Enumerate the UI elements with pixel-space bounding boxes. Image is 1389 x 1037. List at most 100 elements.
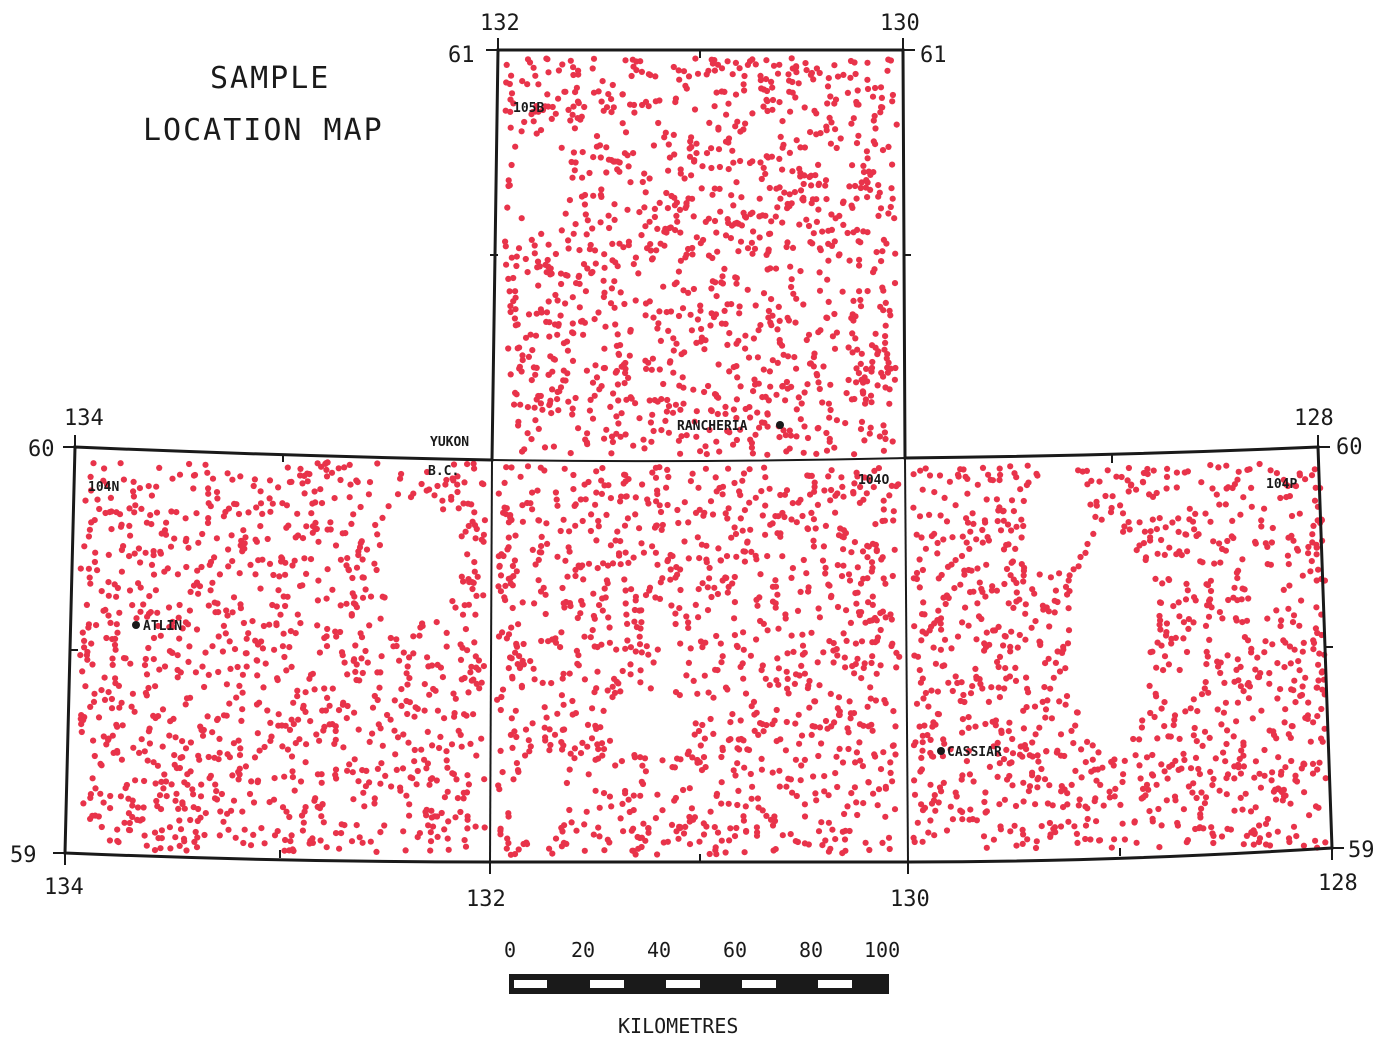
sample-dot: [572, 566, 579, 574]
sample-dot: [804, 472, 811, 479]
sample-dot: [859, 763, 867, 770]
sample-dot: [147, 609, 154, 616]
sample-dot: [1296, 622, 1303, 629]
sample-dot: [335, 465, 342, 472]
sample-dot: [731, 833, 739, 840]
sample-dot: [957, 581, 964, 588]
sample-dot: [767, 319, 774, 326]
sample-dot: [499, 769, 506, 776]
sample-dot: [833, 753, 840, 760]
sample-dot: [863, 177, 870, 184]
sample-dot: [1156, 844, 1163, 851]
sample-dot: [230, 594, 238, 601]
sample-dot: [1313, 551, 1320, 558]
sample-dot: [808, 182, 815, 189]
sample-dot: [337, 602, 344, 609]
sample-dot: [959, 729, 966, 736]
sample-dot: [465, 500, 472, 507]
sample-dot: [157, 632, 164, 639]
sample-dot: [867, 695, 874, 702]
sample-dot: [1227, 826, 1234, 833]
sample-dot: [373, 848, 380, 856]
sample-dot: [873, 637, 881, 644]
sample-dot: [519, 657, 526, 665]
sample-dot: [1143, 754, 1151, 761]
lon-label-130-top: 130: [880, 11, 920, 36]
sample-dot: [575, 67, 582, 74]
sample-dot: [769, 312, 776, 319]
sample-dot: [1050, 674, 1057, 681]
sample-dot: [872, 84, 879, 92]
sample-dot: [628, 72, 635, 80]
sample-dot: [696, 555, 703, 562]
sample-dot: [286, 813, 293, 821]
sample-dot: [715, 146, 723, 153]
sample-dot: [875, 182, 882, 189]
sample-dot: [747, 436, 754, 443]
sample-dot: [663, 408, 671, 415]
sample-dot: [750, 228, 757, 235]
sample-dot: [838, 573, 846, 580]
sample-dot: [795, 394, 802, 401]
sample-dot: [1291, 677, 1298, 684]
scale-tick-60: 60: [723, 938, 747, 962]
sample-dot: [807, 129, 814, 136]
sample-dot: [169, 623, 176, 631]
sample-dot: [702, 639, 709, 646]
sample-dot: [1296, 472, 1303, 479]
sample-dot: [979, 588, 986, 596]
sample-dot: [1106, 788, 1113, 795]
sample-dot: [1161, 653, 1169, 660]
sample-dot: [1256, 770, 1263, 777]
sample-dot: [672, 620, 679, 628]
sample-dot: [353, 564, 361, 571]
sample-dot: [718, 279, 725, 286]
sample-dot: [1286, 493, 1293, 500]
sample-dot: [573, 827, 580, 834]
sample-dot: [852, 759, 859, 766]
sample-dot: [970, 778, 977, 785]
sample-dot: [1207, 768, 1214, 776]
sample-dot: [434, 833, 441, 841]
sample-dot: [458, 743, 465, 750]
sample-dot: [340, 744, 347, 751]
sample-dot: [1013, 523, 1020, 530]
sample-dot: [153, 483, 160, 490]
sample-dot: [916, 584, 923, 591]
sample-dot: [675, 519, 682, 527]
sample-dot: [605, 212, 612, 219]
sample-dot: [1012, 802, 1020, 810]
sample-dot: [1231, 763, 1238, 770]
sample-dot: [275, 484, 282, 491]
sample-dot: [1031, 703, 1039, 710]
sample-dot: [1022, 601, 1029, 608]
sample-dot: [1223, 740, 1230, 748]
sample-dot: [813, 797, 820, 804]
sample-dot: [882, 333, 889, 340]
sample-dot: [307, 556, 315, 563]
sample-dot: [577, 610, 584, 617]
sample-dot: [266, 495, 273, 502]
sample-dot: [1194, 708, 1201, 715]
sample-dot: [1112, 785, 1119, 793]
sample-dot: [329, 685, 336, 692]
sample-dot: [524, 269, 531, 276]
sample-dot: [1138, 724, 1145, 731]
sample-dot: [126, 819, 133, 827]
sample-dot: [559, 726, 566, 734]
sample-dot: [266, 621, 273, 628]
sample-dot: [1197, 814, 1204, 821]
sample-dot: [1166, 763, 1173, 770]
sample-dot: [853, 749, 861, 756]
sample-dot: [732, 530, 740, 538]
sample-dot: [697, 307, 704, 314]
sample-dot: [495, 490, 502, 497]
sample-dot: [287, 628, 294, 635]
sample-dot: [507, 654, 514, 661]
sample-dot: [646, 298, 653, 305]
sample-dot: [289, 774, 296, 781]
sample-dot: [985, 471, 992, 478]
sample-dot: [257, 585, 264, 592]
sample-dot: [853, 799, 860, 806]
sample-dot: [822, 177, 830, 184]
